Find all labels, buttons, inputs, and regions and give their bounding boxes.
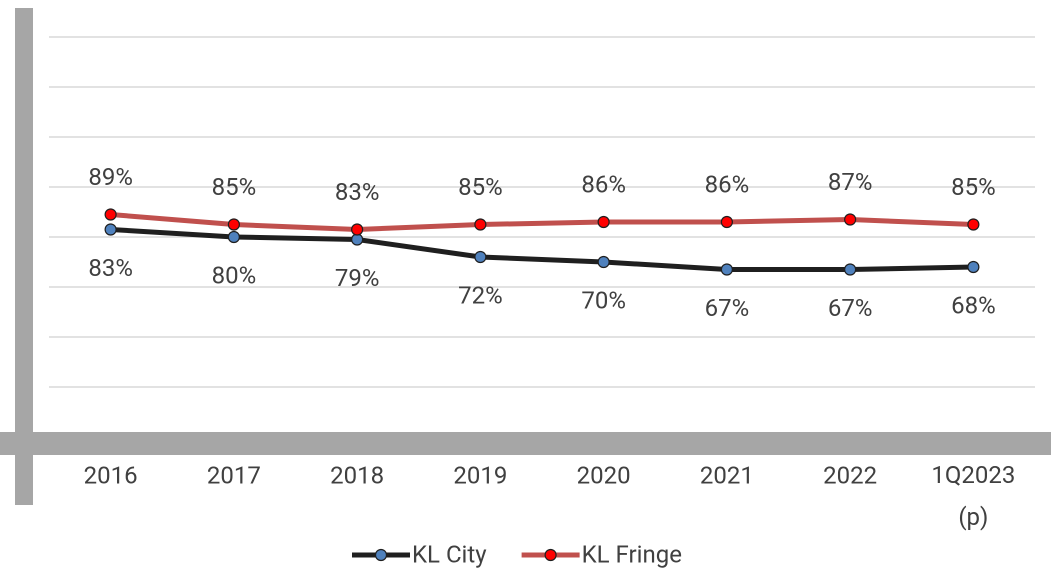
- data-label: 87%: [828, 168, 873, 196]
- series-marker: [351, 233, 364, 246]
- series-marker: [474, 218, 487, 231]
- legend-label: KL City: [412, 540, 487, 568]
- series-marker: [844, 263, 857, 276]
- data-label: 85%: [951, 173, 996, 201]
- series-line: [110, 227, 974, 272]
- x-tick-label: 2022: [823, 461, 877, 489]
- data-label: 85%: [458, 173, 503, 201]
- data-label: 68%: [951, 291, 996, 319]
- data-label: 86%: [581, 170, 626, 198]
- data-label: 83%: [88, 254, 133, 282]
- data-label: 70%: [581, 286, 626, 314]
- series-marker: [597, 215, 610, 229]
- x-tick-label: 2016: [84, 461, 138, 489]
- series-marker: [844, 213, 857, 226]
- series-marker: [720, 263, 733, 276]
- series-marker: [967, 218, 980, 231]
- series-marker: [227, 218, 240, 231]
- series-marker: [720, 215, 733, 229]
- data-label: 83%: [335, 178, 380, 206]
- series-marker: [967, 260, 980, 274]
- x-tick-label: 2018: [330, 461, 384, 489]
- x-tick-label: 2021: [700, 461, 754, 489]
- x-tick-label: 2020: [577, 461, 631, 489]
- legend-label: KL Fringe: [582, 540, 682, 568]
- data-label: 79%: [335, 264, 380, 292]
- data-label: 67%: [705, 294, 750, 322]
- frame-bottom: [0, 432, 1051, 455]
- series-marker: [227, 230, 240, 244]
- series-marker: [104, 223, 117, 236]
- data-label: 72%: [458, 281, 503, 309]
- data-label: 86%: [705, 170, 750, 198]
- legend-marker: [544, 548, 557, 562]
- x-tick-label: 2019: [453, 461, 507, 489]
- series-marker: [474, 250, 487, 264]
- data-label: 80%: [212, 261, 257, 289]
- x-tick-label: 2017: [207, 461, 261, 489]
- data-label: 67%: [828, 294, 873, 322]
- x-tick-label: 1Q2023 (p): [931, 461, 1015, 531]
- series-line: [110, 212, 974, 233]
- series-marker: [597, 255, 610, 269]
- data-label: 89%: [88, 163, 133, 191]
- legend-marker: [374, 548, 388, 562]
- series-marker: [351, 223, 364, 236]
- data-label: 85%: [212, 173, 257, 201]
- frame-left: [15, 8, 33, 505]
- series-marker: [104, 208, 117, 221]
